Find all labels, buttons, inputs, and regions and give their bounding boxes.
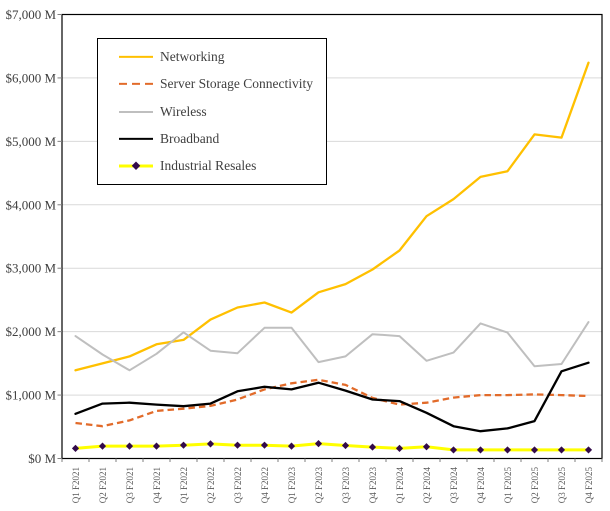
series-line-networking (74, 61, 590, 372)
legend-item-server-storage-connectivity: Server Storage Connectivity (98, 70, 326, 97)
legend-item-broadband: Broadband (98, 125, 326, 152)
diamond-marker-icon (71, 444, 80, 452)
diamond-marker-icon (131, 161, 141, 171)
x-axis-label: Q3 F2022 (233, 467, 243, 503)
x-axis-label: Q2 F2021 (98, 467, 108, 503)
legend-label: Server Storage Connectivity (160, 76, 313, 92)
y-axis-label: $4,000 M (5, 197, 56, 212)
x-axis-label: Q2 F2023 (314, 467, 324, 504)
series-line-industrial-resales (74, 442, 590, 452)
diamond-marker-icon (260, 441, 269, 449)
x-axis-label: Q3 F2021 (125, 467, 135, 503)
x-axis-label: Q4 F2023 (368, 467, 378, 504)
x-axis-label: Q4 F2025 (584, 467, 594, 504)
diamond-marker-icon (503, 446, 512, 454)
legend-label: Networking (160, 48, 225, 64)
legend-label: Industrial Resales (160, 158, 257, 174)
diamond-marker-icon (125, 442, 134, 450)
diamond-marker-icon (530, 446, 539, 454)
legend-item-networking: Networking (98, 43, 326, 70)
diamond-marker-icon (152, 442, 161, 450)
y-axis-label: $7,000 M (5, 7, 56, 22)
y-axis-label: $6,000 M (5, 70, 56, 85)
x-axis-label: Q2 F2022 (206, 467, 216, 503)
diamond-marker-icon (422, 443, 431, 451)
legend-label: Broadband (160, 130, 220, 146)
y-axis-label: $5,000 M (5, 134, 56, 149)
x-axis-label: Q4 F2022 (260, 467, 270, 503)
diamond-marker-icon (449, 446, 458, 454)
y-axis-label: $2,000 M (5, 324, 56, 339)
diamond-marker-icon (179, 441, 188, 449)
x-axis-label: Q3 F2025 (557, 467, 567, 504)
x-axis-label: Q3 F2023 (341, 467, 351, 504)
series-line-wireless (74, 321, 590, 372)
legend-label: Wireless (160, 103, 207, 119)
diamond-marker-icon (206, 440, 215, 448)
x-axis-label: Q1 F2021 (71, 467, 81, 503)
y-axis-label: $1,000 M (5, 388, 56, 403)
x-axis-label: Q2 F2024 (422, 467, 432, 504)
x-axis-label: Q1 F2024 (395, 467, 405, 504)
diamond-marker-icon (395, 444, 404, 452)
x-axis-label: Q1 F2025 (503, 467, 513, 504)
diamond-marker-icon (584, 446, 593, 454)
diamond-marker-icon (476, 446, 485, 454)
legend-item-industrial-resales: Industrial Resales (98, 153, 326, 180)
diamond-marker-icon (557, 446, 566, 454)
y-axis-label: $3,000 M (5, 261, 56, 276)
y-axis-label: $0 M (28, 451, 56, 466)
series-line-broadband (74, 361, 590, 433)
series-line-server-storage-connectivity (75, 378, 589, 428)
server-storage-dashed-line-swatch (119, 80, 153, 88)
industrial-resales-line-swatch (119, 161, 153, 171)
legend-item-wireless: Wireless (98, 98, 326, 125)
diamond-marker-icon (98, 442, 107, 450)
diamond-marker-icon (368, 443, 377, 451)
x-axis-label: Q1 F2023 (287, 467, 297, 504)
wireless-line-swatch (119, 108, 153, 116)
diamond-marker-icon (341, 441, 350, 450)
x-axis-label: Q4 F2024 (476, 467, 486, 504)
legend: Networking Server Storage Connectivity W… (97, 38, 327, 185)
diamond-marker-icon (287, 442, 296, 450)
diamond-marker-icon (314, 439, 323, 448)
diamond-marker-icon (233, 441, 242, 449)
broadband-line-swatch (119, 135, 153, 143)
x-axis-label: Q3 F2024 (449, 467, 459, 504)
x-axis-label: Q1 F2022 (179, 467, 189, 503)
x-axis-label: Q2 F2025 (530, 467, 540, 504)
networking-line-swatch (119, 53, 153, 61)
x-axis-label: Q4 F2021 (152, 467, 162, 503)
